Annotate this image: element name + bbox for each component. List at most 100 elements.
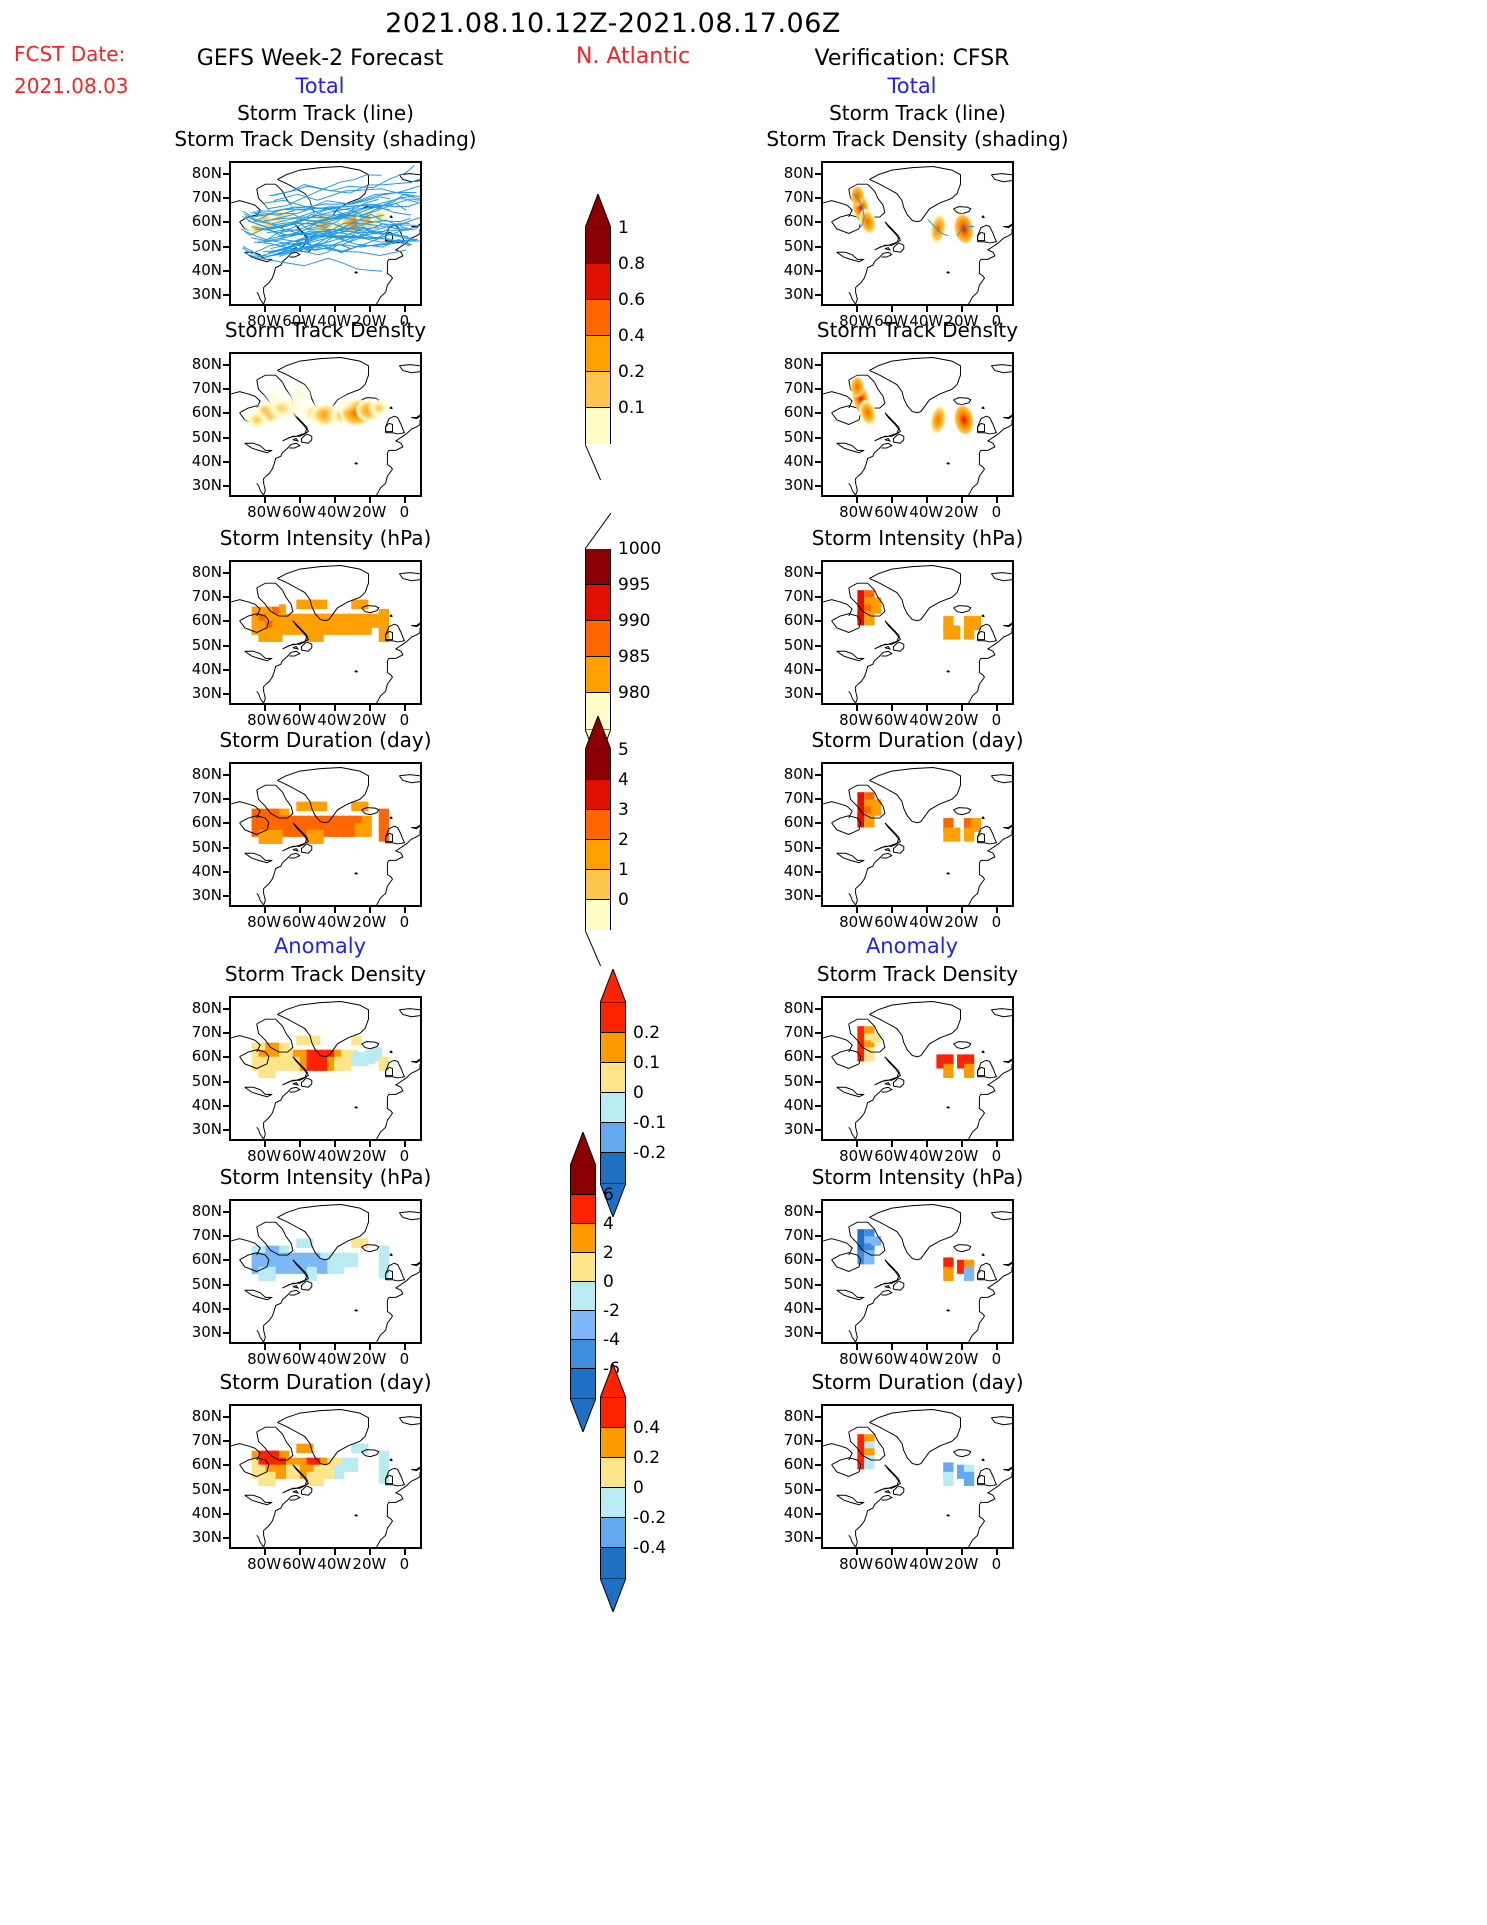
map-panel-ver-total-density: 80N 70N 60N 50N 40N 30N 80W 60W 40W 20W 0 <box>784 352 1014 521</box>
x-axis-tick <box>264 907 267 913</box>
colorbar-segment <box>585 900 611 930</box>
y-axis-label: 60N <box>783 1250 814 1269</box>
y-axis-label: 70N <box>783 789 814 808</box>
y-axis-label: 40N <box>783 1298 814 1317</box>
colorbar-tick-label: 4 <box>618 770 629 790</box>
x-axis-tick <box>299 306 302 312</box>
x-axis-tick <box>404 907 407 913</box>
x-axis-label: 40W <box>909 913 944 931</box>
colorbar-tick-label: -0.4 <box>633 1538 667 1558</box>
x-axis-label: 0 <box>399 1555 410 1573</box>
colorbar-extend-max <box>600 1364 626 1398</box>
colorbar-tick-label: 0.4 <box>618 326 646 346</box>
y-axis-tick <box>815 364 821 367</box>
colorbar-segment <box>585 750 611 780</box>
x-axis-label: 60W <box>282 312 317 330</box>
colorbar-extend-min <box>570 1398 596 1432</box>
y-axis-tick <box>223 596 229 599</box>
x-axis-tick <box>961 306 964 312</box>
colorbar-tick-label: 990 <box>618 611 651 631</box>
y-axis-label: 40N <box>783 1503 814 1522</box>
x-axis-label: 40W <box>317 1147 352 1165</box>
x-axis-tick <box>891 1344 894 1350</box>
x-axis-label: 0 <box>991 1555 1002 1573</box>
colorbar-segment <box>585 372 611 408</box>
y-axis-label: 80N <box>783 765 814 784</box>
map-area <box>821 1199 1014 1344</box>
y-axis-tick <box>223 894 229 897</box>
y-axis-label: 70N <box>191 1431 222 1450</box>
x-axis-label: 20W <box>352 913 387 931</box>
y-axis-label: 80N <box>191 355 222 374</box>
y-axis-tick <box>815 1536 821 1539</box>
coastline <box>231 1204 420 1342</box>
x-axis-label: 80W <box>247 1350 282 1368</box>
x-axis-tick <box>264 306 267 312</box>
colorbar-tick-label: 0 <box>633 1478 644 1498</box>
x-axis-label: 20W <box>944 1147 979 1165</box>
region-label: N. Atlantic <box>575 44 691 69</box>
map-area <box>821 161 1014 306</box>
x-axis-tick <box>996 907 999 913</box>
y-axis-label: 80N <box>191 164 222 183</box>
density-anomaly-colorbar: -0.2 -0.1 0 0.1 0.2 <box>600 969 666 1217</box>
colorbar-tick-label: 0.2 <box>618 362 646 382</box>
y-axis-tick <box>223 692 229 695</box>
x-axis-tick <box>856 705 859 711</box>
coastline <box>823 565 1012 703</box>
colorbar-segment <box>585 657 611 693</box>
left-section-total: Total <box>295 74 345 98</box>
y-axis-tick <box>815 870 821 873</box>
density-shading <box>243 382 391 432</box>
colorbar-segment <box>600 1428 626 1458</box>
y-axis-tick <box>223 1307 229 1310</box>
colorbar-segment <box>600 1123 626 1153</box>
colorbar-segment <box>585 870 611 900</box>
x-axis-label: 20W <box>352 1147 387 1165</box>
x-axis-label: 80W <box>839 312 874 330</box>
y-axis-label: 60N <box>191 1250 222 1269</box>
colorbar-segment <box>570 1282 596 1311</box>
colorbar-segment <box>600 1518 626 1548</box>
panel-title: Storm Intensity (hPa) <box>219 526 432 550</box>
y-axis-label: 50N <box>783 236 814 255</box>
right-section-anomaly: Anomaly <box>865 934 959 958</box>
y-axis-label: 70N <box>783 587 814 606</box>
colorbar-outline <box>585 750 611 930</box>
map-area <box>229 161 422 306</box>
x-axis-tick <box>264 1549 267 1555</box>
y-axis-tick <box>815 1283 821 1286</box>
x-axis-tick <box>264 497 267 503</box>
x-axis-tick <box>264 1344 267 1350</box>
y-axis-tick <box>223 412 229 415</box>
y-axis-label: 40N <box>783 659 814 678</box>
y-axis-label: 30N <box>783 885 814 904</box>
left-column-model: GEFS Week-2 Forecast <box>196 46 444 71</box>
x-axis-label: 0 <box>991 312 1002 330</box>
coastline <box>231 767 420 905</box>
x-axis-label: 60W <box>874 503 909 521</box>
y-axis-tick <box>223 846 229 849</box>
y-axis-tick <box>223 1032 229 1035</box>
x-axis-tick <box>891 907 894 913</box>
x-axis-tick <box>926 497 929 503</box>
y-axis-label: 70N <box>783 188 814 207</box>
colorbar-segments <box>600 1003 626 1183</box>
map-panel-ver-anom-density: 80N 70N 60N 50N 40N 30N 80W 60W 40W 20W 0 <box>784 996 1014 1165</box>
y-axis-label: 70N <box>783 379 814 398</box>
colorbar-tick-label: 2 <box>618 830 629 850</box>
x-axis-label: 0 <box>991 1350 1002 1368</box>
map-panel-fcst-anom-duration: 80N 70N 60N 50N 40N 30N 80W 60W 40W 20W 0 <box>192 1404 422 1573</box>
x-axis-tick <box>926 907 929 913</box>
y-axis-tick <box>223 644 229 647</box>
colorbar-tick-label: 3 <box>618 800 629 820</box>
y-axis-tick <box>815 798 821 801</box>
x-axis-tick <box>264 705 267 711</box>
duration-field <box>857 792 982 842</box>
y-axis-tick <box>223 221 229 224</box>
colorbar-segment <box>585 264 611 300</box>
colorbar-segment <box>600 1093 626 1123</box>
colorbar-tick-label: 1000 <box>618 539 662 559</box>
y-axis-label: 30N <box>191 683 222 702</box>
